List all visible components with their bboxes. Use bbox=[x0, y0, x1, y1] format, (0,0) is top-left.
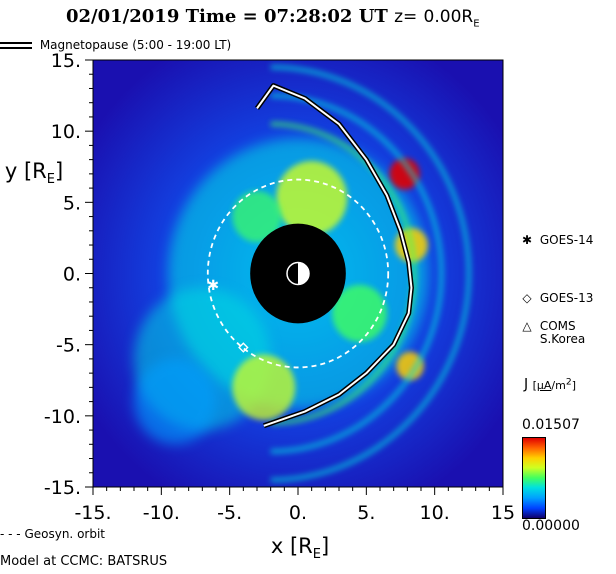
title-time-unit: UT bbox=[358, 6, 388, 27]
colorbar-variable: J bbox=[524, 376, 529, 393]
x-tick-label: -15. bbox=[74, 502, 111, 524]
title-time: 07:28:02 bbox=[264, 6, 353, 27]
satellite-goes13-marker bbox=[238, 342, 249, 353]
colorbar-unit-num: μA bbox=[536, 378, 552, 392]
title-z-label: z= bbox=[394, 7, 418, 27]
geosyn-legend-label: Geosyn. orbit bbox=[24, 527, 105, 541]
title-z-sub: E bbox=[473, 18, 480, 30]
asterisk-icon: ✱ bbox=[521, 233, 533, 247]
geosyn-legend-dash: - - - bbox=[0, 527, 21, 541]
satellite-legend-label-2: S.Korea bbox=[539, 332, 586, 346]
current-blob bbox=[276, 161, 348, 236]
current-blob bbox=[134, 358, 216, 445]
magnetopause-legend-line bbox=[0, 42, 32, 49]
plot-overlay: ✱ bbox=[206, 83, 414, 429]
colorbar-label: J [μA/m2] bbox=[524, 376, 576, 393]
satellite-legend-label: GOES-14 bbox=[539, 233, 594, 247]
title-z-value: 0.00RE bbox=[423, 7, 480, 30]
colorbar-unit-exp: 2 bbox=[565, 376, 572, 387]
x-axis-label: x [RE] bbox=[271, 534, 329, 562]
colorbar-max: 0.01507 bbox=[522, 417, 580, 433]
colorbar-unit-den: m bbox=[555, 378, 566, 392]
earth-outline bbox=[286, 261, 310, 286]
x-tick-label: -5. bbox=[217, 502, 242, 524]
y-tick-label: 15. bbox=[51, 50, 81, 72]
current-band bbox=[270, 121, 417, 426]
x-tick-label: 5. bbox=[357, 502, 375, 524]
y-axis-label: y [RE] bbox=[5, 159, 63, 187]
magnetopause-legend: Magnetopause (5:00 - 19:00 LT) bbox=[0, 38, 231, 52]
title-time-label: Time = bbox=[185, 6, 258, 27]
current-band bbox=[270, 93, 444, 454]
earth-night-side bbox=[287, 262, 298, 285]
x-tick-label: -10. bbox=[143, 502, 180, 524]
magnetopause-line bbox=[256, 84, 413, 427]
current-blob bbox=[332, 284, 387, 342]
plot-title: 02/01/2019 Time = 07:28:02 UT z= 0.00RE bbox=[66, 6, 480, 29]
triangle-icon: △ bbox=[522, 319, 532, 333]
y-tick-label: 0. bbox=[63, 264, 81, 286]
colorbar bbox=[522, 437, 546, 519]
satellite-legend-label: GOES-13 bbox=[539, 291, 594, 305]
x-tick-label: 10. bbox=[420, 502, 450, 524]
satellite-goes14-marker: ✱ bbox=[207, 278, 219, 294]
current-blob bbox=[232, 354, 296, 421]
satellite-legend-goes13: ◇ GOES-13 bbox=[518, 291, 593, 305]
y-tick-label: -5. bbox=[56, 335, 81, 357]
title-z-number: 0.00R bbox=[423, 7, 474, 27]
y-tick-label: 5. bbox=[63, 192, 81, 214]
x-tick-label: 15 bbox=[491, 502, 515, 524]
plot-axes: -15. -10. -5. 0. 5. 10. 15 15. 10. 5. 0. -5. -10. -15… bbox=[5, 50, 515, 562]
satellite-legend-label: COMS bbox=[539, 319, 576, 333]
current-blob bbox=[232, 190, 282, 243]
y-tick-label: -15. bbox=[44, 477, 81, 499]
x-tick-label: 0. bbox=[289, 502, 307, 524]
geosyn-orbit bbox=[206, 178, 390, 369]
diamond-icon: ◇ bbox=[522, 291, 532, 305]
model-credit: Model at CCMC: BATSRUS bbox=[0, 554, 168, 569]
y-tick-label: 10. bbox=[51, 121, 81, 143]
geosyn-legend: - - - Geosyn. orbit bbox=[0, 527, 105, 541]
current-blob bbox=[396, 351, 424, 381]
y-tick-label: -10. bbox=[44, 406, 81, 428]
magnetopause-legend-label: Magnetopause (5:00 - 19:00 LT) bbox=[39, 38, 232, 52]
title-date: 02/01/2019 bbox=[66, 6, 180, 27]
current-density-field bbox=[93, 60, 503, 487]
current-band bbox=[270, 64, 472, 483]
colorbar-min: 0.00000 bbox=[522, 518, 580, 534]
satellite-legend-coms: △ COMS S.Korea bbox=[518, 320, 585, 346]
current-blob bbox=[389, 158, 420, 190]
satellite-legend-goes14: ✱ GOES-14 bbox=[518, 233, 593, 247]
